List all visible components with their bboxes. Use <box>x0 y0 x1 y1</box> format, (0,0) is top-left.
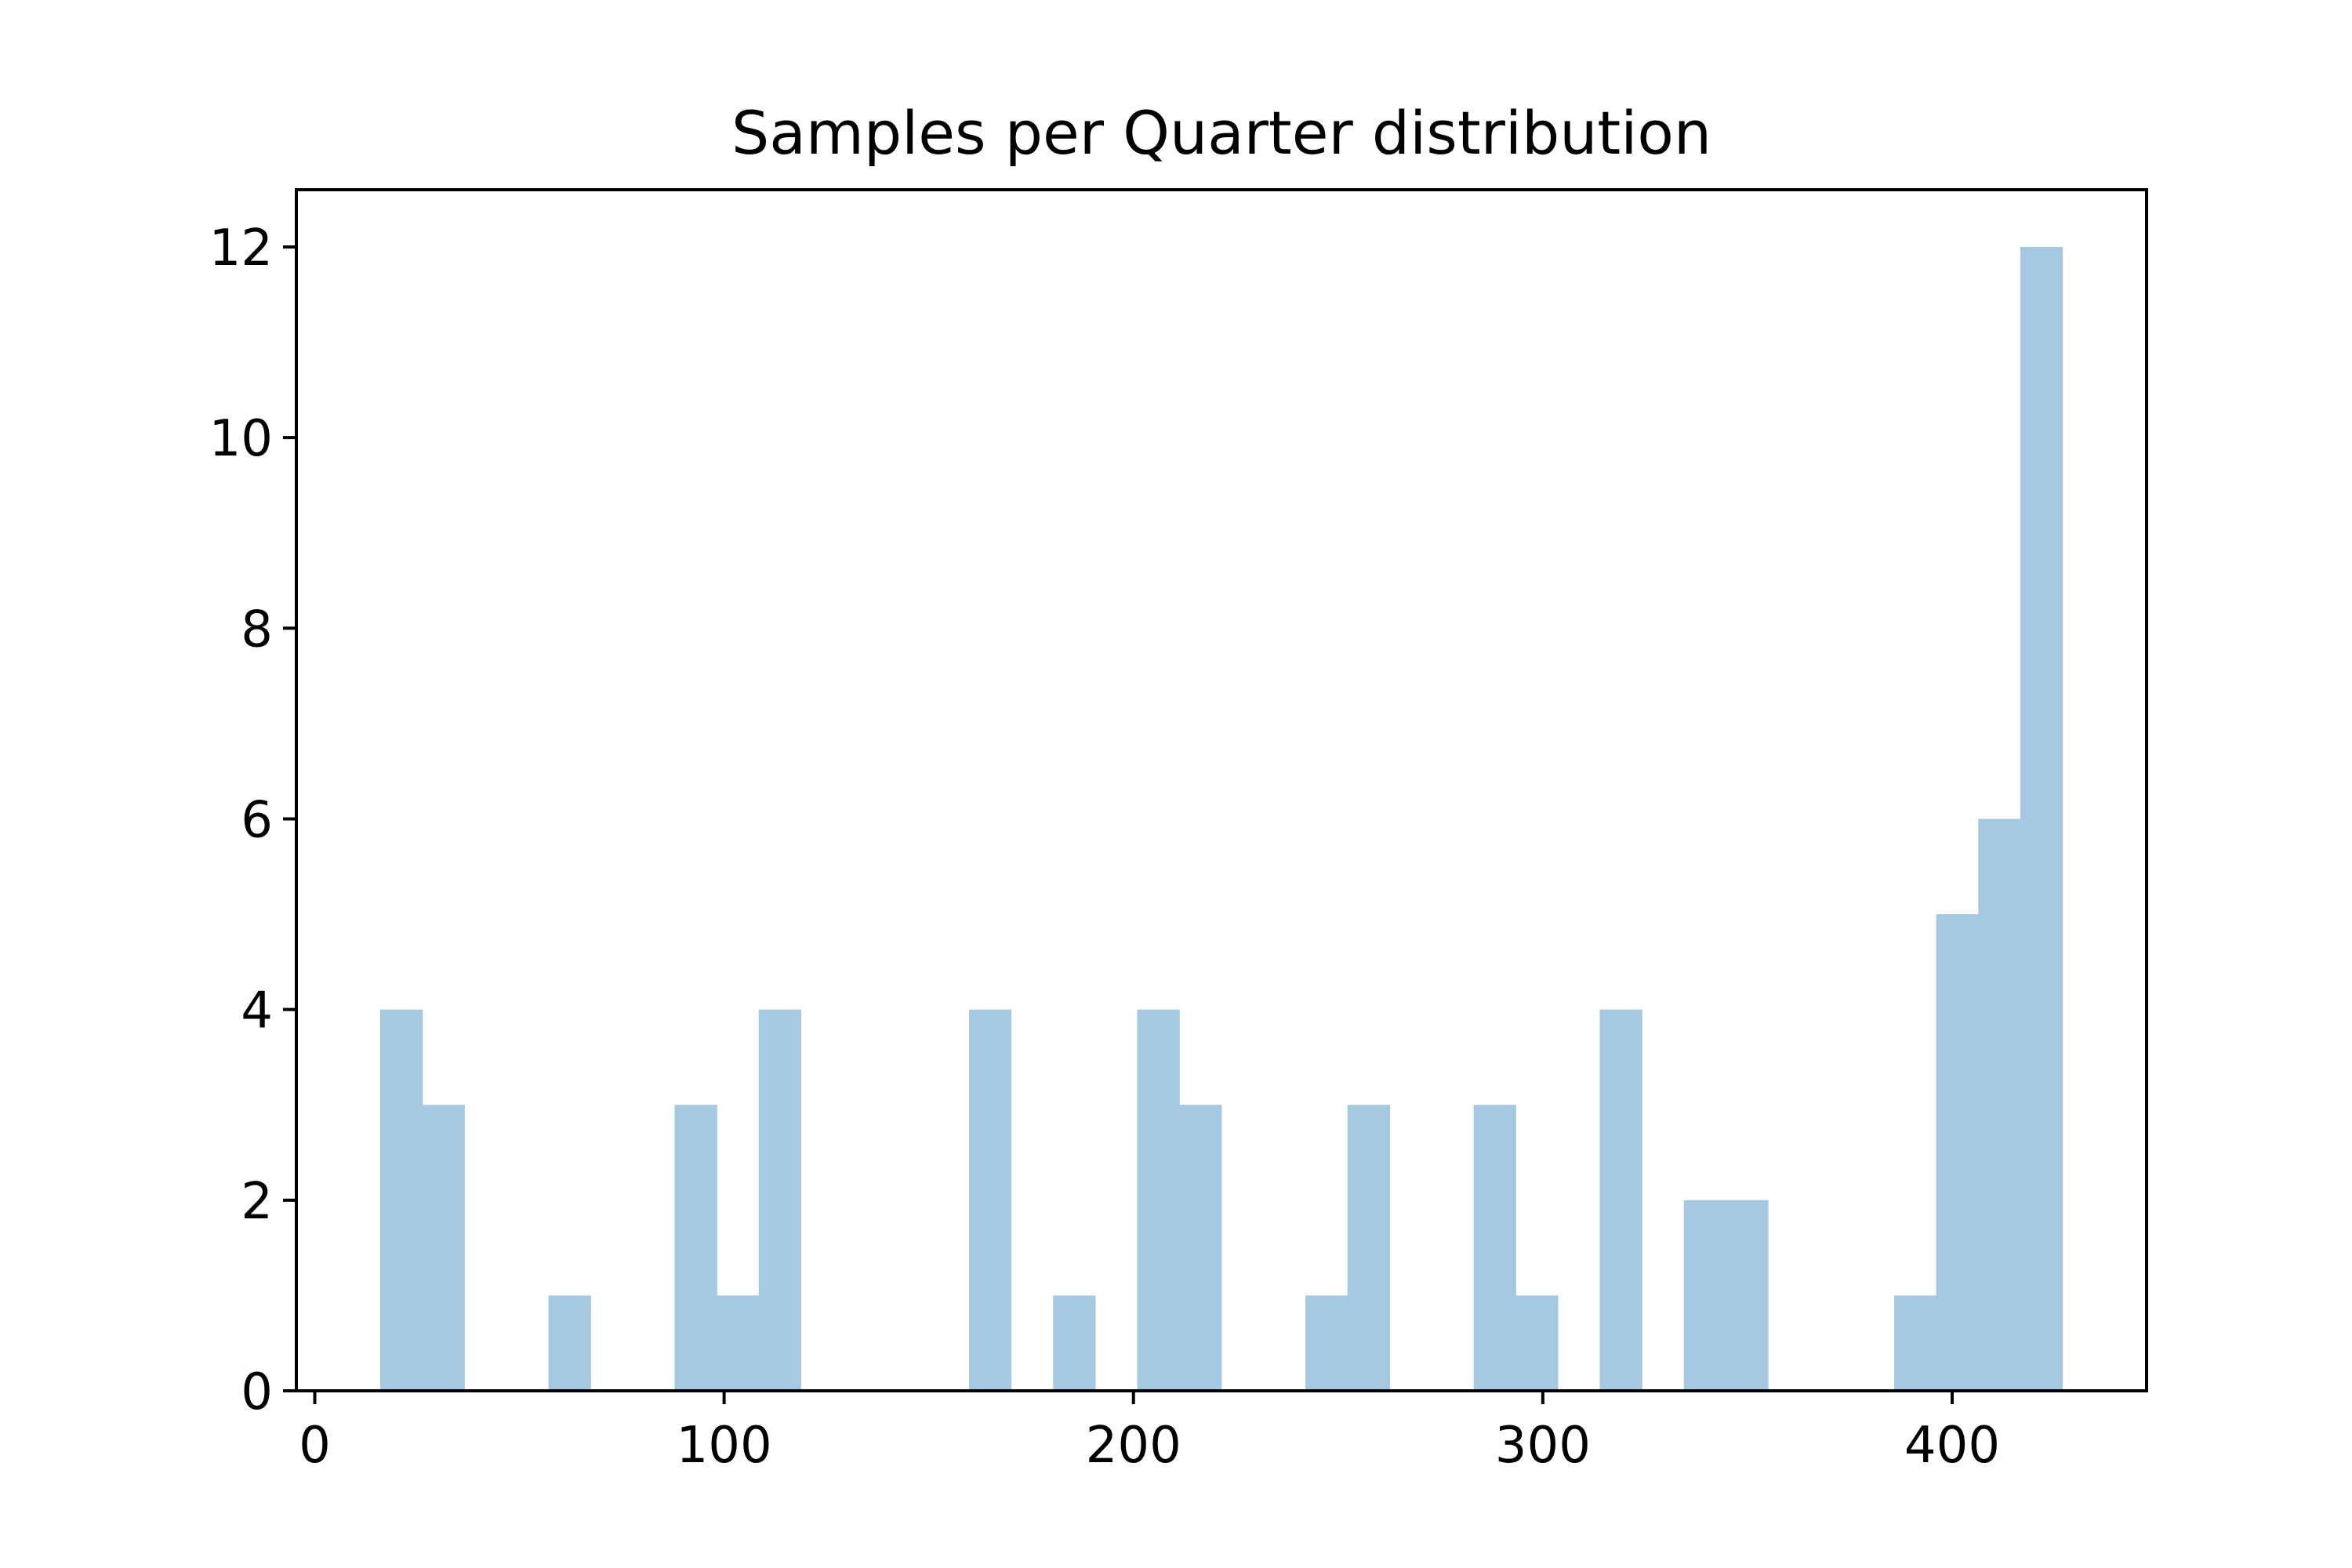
histogram-bar <box>1978 818 2021 1391</box>
histogram-bar <box>2020 246 2063 1392</box>
plot-frame <box>295 188 2148 1392</box>
x-tick-label: 100 <box>677 1417 772 1475</box>
histogram-bar <box>1726 1200 1769 1391</box>
histogram-bar <box>1683 1200 1727 1391</box>
x-tick-label: 200 <box>1086 1417 1181 1475</box>
histogram-bar <box>1936 914 1979 1391</box>
histogram-bar <box>1599 1009 1642 1391</box>
y-tick-label: 0 <box>241 1363 273 1421</box>
y-tick-label: 10 <box>209 410 273 468</box>
histogram-bar <box>1053 1295 1096 1391</box>
chart-title: Samples per Quarter distribution <box>731 98 1711 168</box>
histogram-bar <box>674 1105 717 1391</box>
histogram-bar <box>717 1295 760 1391</box>
histogram-bar <box>1179 1105 1222 1391</box>
bars-layer <box>380 246 2063 1392</box>
histogram-bar <box>1137 1009 1180 1391</box>
histogram-bar <box>1347 1105 1390 1391</box>
y-tick-label: 6 <box>241 791 273 849</box>
y-tick-label: 12 <box>209 220 273 278</box>
histogram-bar <box>1305 1295 1348 1391</box>
x-tick-label: 0 <box>299 1417 331 1475</box>
histogram-bar <box>1515 1295 1559 1391</box>
y-tick-label: 2 <box>241 1173 273 1231</box>
histogram-bar <box>548 1295 591 1391</box>
x-tick-label: 400 <box>1904 1417 2000 1475</box>
histogram-bar <box>1894 1295 1937 1391</box>
histogram-bar <box>422 1105 465 1391</box>
histogram-bar <box>1473 1105 1516 1391</box>
y-tick-label: 4 <box>241 982 273 1040</box>
axes-layer: 0 100 200 300 400 0 2 4 6 8 10 12 <box>209 188 2148 1475</box>
y-tick-label: 8 <box>241 601 273 659</box>
x-tick-label: 300 <box>1495 1417 1591 1475</box>
histogram-bar <box>380 1009 423 1391</box>
histogram-bar <box>968 1009 1012 1391</box>
histogram-bar <box>758 1009 802 1391</box>
